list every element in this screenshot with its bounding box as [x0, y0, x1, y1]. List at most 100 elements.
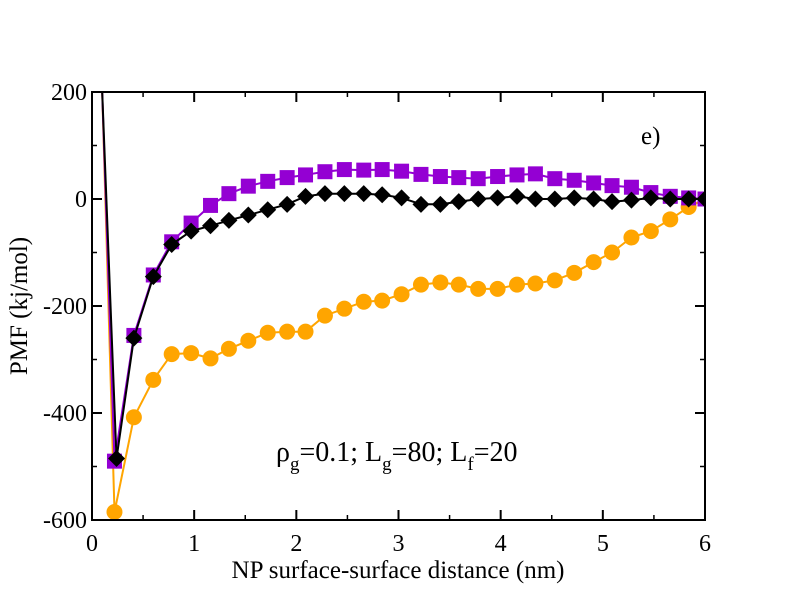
- data-point-orange: [220, 340, 237, 357]
- data-point-orange: [470, 280, 487, 297]
- data-point-purple: [470, 171, 486, 187]
- data-point-orange: [316, 307, 333, 324]
- data-point-black: [202, 217, 220, 235]
- data-point-orange: [450, 276, 467, 293]
- data-point-black: [431, 195, 449, 213]
- data-point-black: [259, 201, 277, 219]
- data-point-purple: [279, 170, 295, 186]
- data-point-black: [680, 190, 698, 208]
- data-point-orange: [259, 324, 276, 341]
- data-point-purple: [509, 167, 525, 183]
- data-point-black: [469, 190, 487, 208]
- data-point-black: [661, 190, 679, 208]
- y-tick-label: -600: [43, 508, 87, 534]
- data-point-purple: [260, 173, 276, 189]
- data-point-orange: [240, 332, 257, 349]
- rho-value: =0.1; L: [299, 437, 382, 468]
- data-point-black: [508, 187, 526, 205]
- data-point-purple: [490, 169, 506, 185]
- data-point-purple: [451, 170, 467, 186]
- x-axis-label: NP surface-surface distance (nm): [232, 557, 565, 584]
- data-point-orange: [585, 254, 602, 271]
- x-tick-label: 0: [86, 531, 98, 557]
- data-point-purple: [527, 166, 543, 182]
- data-point-purple: [374, 162, 390, 178]
- data-point-black: [182, 222, 200, 240]
- data-point-orange: [604, 244, 621, 261]
- lf-subscript: f: [467, 454, 474, 475]
- data-point-purple: [317, 164, 333, 180]
- y-tick-label: 200: [51, 80, 87, 106]
- y-tick-label: -200: [43, 294, 87, 320]
- data-point-purple: [604, 178, 620, 194]
- data-point-black: [278, 195, 296, 213]
- data-point-black: [144, 268, 162, 286]
- data-point-black: [565, 189, 583, 207]
- data-point-orange: [642, 223, 659, 240]
- data-point-black: [316, 185, 334, 203]
- data-point-purple: [336, 162, 352, 178]
- data-point-black: [585, 190, 603, 208]
- data-point-black: [642, 189, 660, 207]
- data-point-orange: [509, 276, 526, 293]
- data-point-orange: [106, 503, 123, 520]
- data-point-orange: [374, 292, 391, 309]
- data-point-purple: [356, 162, 372, 178]
- data-point-orange: [279, 323, 296, 340]
- data-point-black: [297, 187, 315, 205]
- data-point-black: [622, 191, 640, 209]
- data-point-black: [239, 206, 257, 224]
- data-point-orange: [145, 371, 162, 388]
- data-point-orange: [393, 286, 410, 303]
- data-point-purple: [221, 186, 237, 202]
- rho-subscript: g: [290, 454, 300, 475]
- lg-value: =80; L: [392, 437, 468, 468]
- data-point-purple: [623, 179, 639, 195]
- data-point-black: [335, 185, 353, 203]
- data-point-purple: [547, 171, 563, 187]
- data-point-black: [603, 193, 621, 211]
- data-point-black: [373, 186, 391, 204]
- data-point-purple: [566, 172, 582, 188]
- data-point-orange: [566, 264, 583, 281]
- data-point-purple: [586, 175, 602, 191]
- data-point-purple: [240, 178, 256, 194]
- parameter-annotation: ρg=0.1; Lg=80; Lf=20: [276, 437, 517, 475]
- rho-symbol: ρ: [276, 437, 290, 468]
- x-tick-label: 3: [393, 531, 405, 557]
- data-point-orange: [355, 293, 372, 310]
- data-point-orange: [527, 275, 544, 292]
- y-axis-label: PMF (kj/mol): [6, 237, 33, 375]
- data-point-black: [220, 211, 238, 229]
- y-tick-label: -400: [43, 401, 87, 427]
- data-point-orange: [125, 409, 142, 426]
- data-point-purple: [432, 169, 448, 185]
- series-line-purple: [101, 92, 705, 462]
- data-point-purple: [203, 197, 219, 213]
- data-point-black: [526, 190, 544, 208]
- data-point-black: [489, 189, 507, 207]
- data-point-black: [393, 189, 411, 207]
- data-point-orange: [183, 345, 200, 362]
- data-point-black: [450, 193, 468, 211]
- ticks-layer: 0 1 2 3 4 5 6 -600 -400 -200 0 200: [43, 80, 711, 557]
- data-point-orange: [297, 323, 314, 340]
- data-point-orange: [202, 350, 219, 367]
- data-point-black: [546, 190, 564, 208]
- series-line-black: [101, 92, 705, 459]
- data-point-black: [412, 195, 430, 213]
- data-point-orange: [662, 211, 679, 228]
- y-tick-label: 0: [75, 187, 87, 213]
- x-tick-label: 1: [188, 531, 200, 557]
- data-point-black: [355, 185, 373, 203]
- data-point-orange: [489, 280, 506, 297]
- data-point-orange: [336, 300, 353, 317]
- data-point-black: [108, 449, 126, 467]
- data-point-purple: [298, 167, 314, 183]
- x-tick-label: 4: [495, 531, 507, 557]
- data-point-orange: [623, 229, 640, 246]
- data-point-orange: [163, 346, 180, 363]
- lg-subscript: g: [382, 454, 392, 475]
- panel-label: e): [641, 123, 660, 150]
